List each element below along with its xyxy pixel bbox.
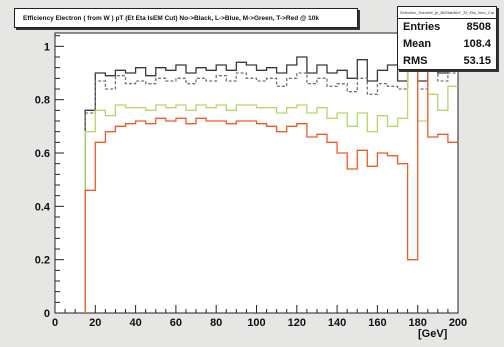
- x-tick-label: 100: [247, 317, 265, 329]
- stats-entries-value: 8508: [466, 21, 491, 33]
- chart-title: Efficiency Electron ( from W ) pT (Et Et…: [14, 8, 358, 28]
- stats-histogram-name: Selection_SomeW_pt_BitStabNbY_Et_Eta_Vet…: [398, 7, 496, 19]
- x-tick-label: 120: [288, 317, 306, 329]
- stats-rms-label: RMS: [403, 55, 428, 67]
- x-tick-label: 60: [170, 317, 182, 329]
- x-tick-label: 180: [409, 317, 427, 329]
- y-tick-label: 0.2: [35, 255, 50, 267]
- stats-mean-label: Mean: [403, 38, 432, 50]
- series-layer: [84, 53, 458, 313]
- stats-entries-label: Entries: [403, 21, 441, 33]
- x-tick-label: 40: [129, 317, 141, 329]
- stats-mean-row: Mean 108.4: [398, 36, 496, 53]
- series-line-1: [84, 64, 458, 313]
- y-tick-label: 0: [44, 308, 50, 320]
- axes: 0 20 40 60 80 100 120 140 160 180 200 0 0.2 0.4 0.6 0.8…: [35, 35, 467, 329]
- stats-rms-row: RMS 53.15: [398, 53, 496, 70]
- stats-box: Selection_SomeW_pt_BitStabNbY_Et_Eta_Vet…: [397, 6, 497, 70]
- stats-rms-value: 53.15: [463, 55, 491, 67]
- y-tick-label: 0.4: [35, 201, 51, 213]
- series-line-3: [84, 59, 458, 313]
- series-line-2: [84, 61, 458, 313]
- x-tick-label: 20: [89, 317, 101, 329]
- y-tick-label: 0.8: [35, 95, 50, 107]
- y-tick-label: 0.6: [35, 148, 50, 160]
- y-tick-label: 1: [44, 41, 50, 53]
- x-tick-label: 140: [328, 317, 346, 329]
- stats-entries-row: Entries 8508: [398, 19, 496, 36]
- x-tick-label: 200: [449, 317, 467, 329]
- x-axis-label: [GeV]: [418, 328, 448, 340]
- x-tick-label: 160: [368, 317, 386, 329]
- series-line-0: [84, 53, 458, 313]
- stats-mean-value: 108.4: [463, 38, 491, 50]
- x-tick-label: 0: [52, 317, 58, 329]
- x-tick-label: 80: [210, 317, 222, 329]
